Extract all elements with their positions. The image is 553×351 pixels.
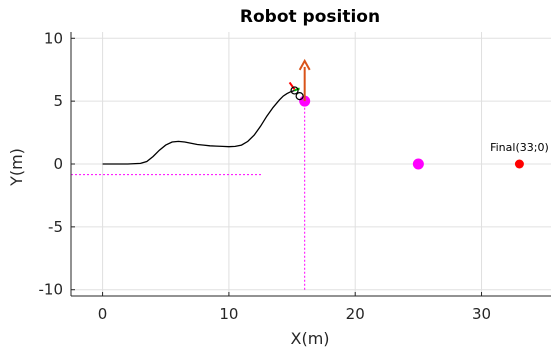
robot-marker: [290, 86, 299, 95]
y-axis-label: Y(m): [7, 148, 26, 187]
y-ticks: 10 5 0 -5 -10: [39, 29, 75, 299]
obstacle-marker: [412, 158, 424, 170]
robot-axis-line: [294, 87, 300, 92]
x-tick-label: 30: [472, 305, 491, 323]
robot-heading-line: [288, 81, 296, 91]
robot-path-line: [102, 89, 295, 165]
grid: [71, 32, 551, 296]
y-tick-label: 5: [53, 92, 63, 110]
chart-title: Robot position: [240, 7, 380, 27]
robot-marker-secondary: [295, 92, 304, 101]
x-tick-label: 10: [219, 305, 238, 323]
x-axis-label: X(m): [290, 329, 329, 348]
final-point-marker: [514, 159, 524, 169]
x-ticks: 0 10 20 30: [98, 292, 491, 323]
final-point-label: Final(33;0): [490, 141, 549, 154]
y-tick-label: -5: [48, 218, 63, 236]
heading-arrow-head: [298, 58, 311, 71]
series: Final(33;0): [102, 58, 549, 170]
guide-lines: [71, 94, 306, 290]
x-tick-label: 20: [346, 305, 365, 323]
y-tick-label: 10: [44, 29, 63, 47]
y-tick-label: -10: [39, 281, 64, 299]
y-tick-label: 0: [53, 155, 63, 173]
x-tick-label: 0: [98, 305, 108, 323]
